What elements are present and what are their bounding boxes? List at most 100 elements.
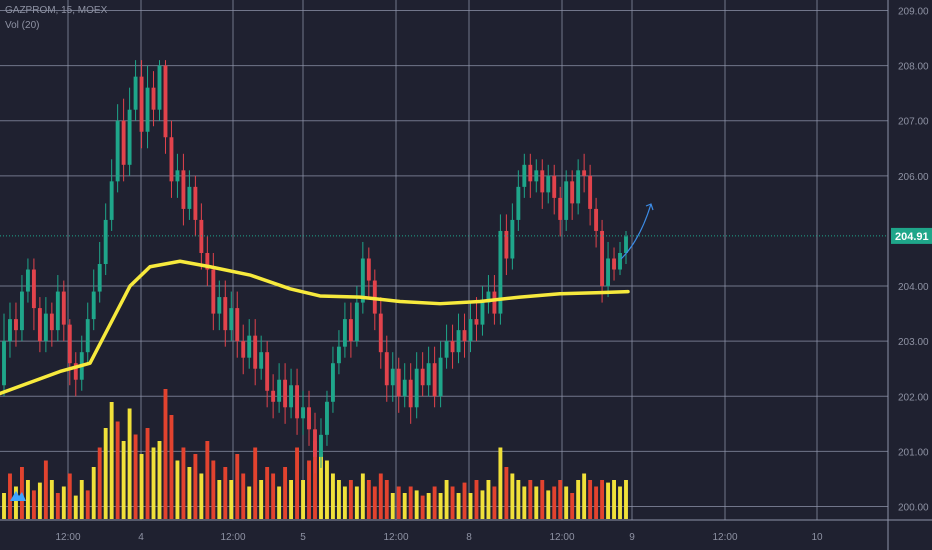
volume-bar [516, 480, 521, 519]
volume-bar [145, 428, 150, 519]
chart-legend: GAZPROM, 15, MOEX Vol (20) [5, 3, 107, 33]
volume-bar [127, 408, 132, 519]
volume-bar [217, 480, 222, 519]
volume-bar [450, 486, 455, 519]
candle-body [438, 357, 443, 397]
candle-body [187, 186, 192, 209]
volume-bar [534, 486, 539, 519]
candle-body [516, 186, 521, 220]
candle-body [396, 368, 401, 397]
volume-bar [73, 495, 78, 519]
volume-bar [342, 486, 347, 519]
candle-body [612, 258, 616, 270]
volume-bar [528, 480, 533, 519]
candle-body [14, 319, 18, 331]
candle-body [474, 319, 479, 325]
candle-body [121, 120, 126, 165]
volume-bar [600, 480, 605, 519]
candle-body [546, 175, 551, 193]
volume-bar [366, 480, 371, 519]
volume-bar [618, 486, 622, 519]
volume-bar [540, 480, 545, 519]
candle-body [133, 76, 138, 110]
candle-body [402, 379, 407, 397]
candle-body [336, 346, 341, 364]
candle-body [289, 385, 294, 408]
volume-indicator-label: Vol (20) [5, 20, 40, 31]
volume-bar [360, 473, 365, 519]
candle-body [223, 297, 228, 331]
candle-body [319, 434, 323, 457]
volume-bar [336, 480, 341, 519]
candle-body [624, 236, 628, 253]
candle-body [127, 109, 132, 165]
candle-body [163, 65, 168, 138]
volume-bar [14, 486, 18, 519]
volume-bar [319, 454, 323, 519]
candle-body [151, 87, 156, 110]
candle-body [253, 335, 258, 369]
time-tick-label: 10 [811, 532, 823, 543]
price-tick-label: 208.00 [898, 62, 929, 73]
candle-body [85, 319, 90, 353]
volume-bar [372, 486, 377, 519]
candle-body [139, 76, 144, 132]
candle-body [301, 407, 305, 419]
volume-bar [271, 473, 276, 519]
candle-body [432, 363, 437, 397]
time-tick-label: 12:00 [712, 532, 737, 543]
candle-body [283, 379, 288, 408]
candle-body [265, 352, 270, 391]
volume-bar [79, 480, 84, 519]
volume-bar [330, 473, 335, 519]
candle-body [414, 368, 419, 408]
volume-bar [259, 480, 264, 519]
volume-bar [325, 460, 329, 519]
volume-bar [301, 480, 305, 519]
candle-body [534, 170, 539, 182]
symbol-title: GAZPROM, 15, MOEX [5, 5, 108, 16]
volume-bar [414, 490, 419, 519]
candle-body [325, 401, 329, 435]
candle-body [31, 269, 36, 309]
volume-bar [438, 493, 443, 519]
candle-body [8, 319, 12, 342]
price-tick-label: 203.00 [898, 337, 929, 348]
candle-body [618, 252, 622, 270]
volume-bar [624, 480, 628, 519]
candle-body [2, 341, 6, 386]
candle-body [420, 368, 425, 386]
volume-bar [229, 480, 234, 519]
candle-body [109, 181, 114, 220]
volume-bar [49, 480, 54, 519]
candle-body [486, 291, 491, 303]
volume-bar [390, 493, 395, 519]
candle-body [67, 324, 72, 364]
candle-body [91, 291, 96, 320]
volume-bar [133, 434, 138, 519]
volume-bar [85, 490, 90, 519]
volume-bar [193, 454, 198, 519]
volume-bar [462, 482, 467, 519]
price-axis[interactable]: 209.00 208.00 207.00 206.00 204.00 203.00 202.… [898, 7, 929, 514]
volume-bar [546, 490, 551, 519]
price-tick-label: 201.00 [898, 447, 929, 458]
price-tick-label: 206.00 [898, 172, 929, 183]
candle-body [558, 197, 563, 220]
volume-bar [139, 454, 144, 519]
candle-body [600, 230, 605, 287]
volume-bar [289, 480, 294, 519]
candle-body [247, 335, 252, 358]
volume-bar [157, 441, 162, 519]
candle-body [49, 313, 54, 331]
tradingview-logo-icon[interactable] [8, 488, 28, 504]
time-axis[interactable]: 12:00 4 12:00 5 12:00 8 12:00 9 12:00 10 [55, 532, 823, 543]
candle-body [43, 313, 48, 342]
time-tick-label: 12:00 [383, 532, 408, 543]
candle-body [462, 330, 467, 342]
candle-body [606, 258, 611, 287]
volume-bar [67, 473, 72, 519]
candle-body [199, 219, 204, 253]
volume-bar [91, 467, 96, 519]
